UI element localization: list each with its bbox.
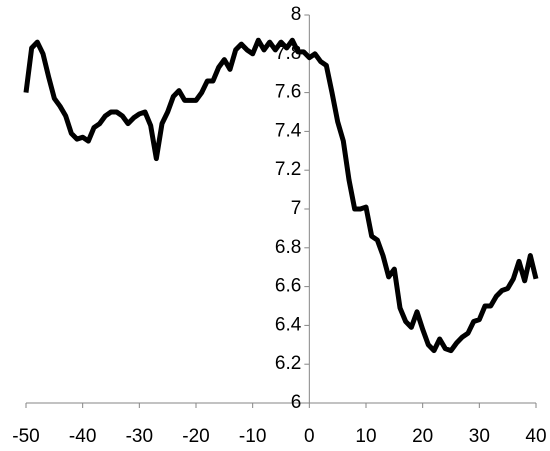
x-tick-label: -50: [12, 426, 39, 447]
x-tick-label: 10: [355, 426, 376, 447]
y-tick-label: 6: [291, 392, 302, 413]
x-tick-label: 30: [469, 426, 490, 447]
x-tick-label: 20: [412, 426, 433, 447]
x-tick-label: -40: [69, 426, 96, 447]
y-tick-label: 6.8: [275, 237, 301, 258]
y-tick-label: 7.6: [275, 82, 301, 103]
y-tick-label: 8: [291, 4, 302, 25]
x-tick-label: -10: [239, 426, 266, 447]
line-series: [23, 37, 539, 354]
x-tick-label: 0: [304, 426, 315, 447]
y-tick-label: 6.4: [275, 314, 302, 335]
y-tick-label: 7: [291, 198, 302, 219]
x-tick-label: -30: [126, 426, 153, 447]
y-tick-label: 6.2: [275, 353, 301, 374]
y-tick-label: 6.6: [275, 276, 301, 297]
y-tick-label: 7.4: [275, 120, 302, 141]
x-tick-label: -20: [182, 426, 209, 447]
x-tick-label: 40: [525, 426, 546, 447]
y-tick-label: 7.2: [275, 159, 301, 180]
